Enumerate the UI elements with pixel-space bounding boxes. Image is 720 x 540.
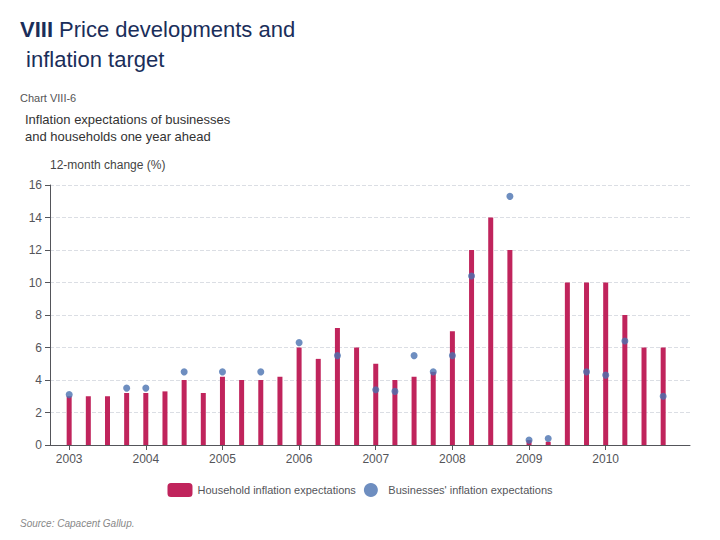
svg-text:Businesses' inflation expectat: Businesses' inflation expectations: [388, 484, 553, 496]
svg-text:2010: 2010: [592, 452, 619, 466]
svg-text:2: 2: [35, 406, 42, 420]
svg-text:VIII: VIII: [20, 17, 53, 42]
svg-text:Household inflation expectatio: Household inflation expectations: [197, 484, 356, 496]
svg-text:and households one year ahead: and households one year ahead: [25, 129, 211, 144]
svg-text:2006: 2006: [286, 452, 313, 466]
svg-text:inflation target: inflation target: [20, 47, 164, 72]
svg-text:16: 16: [29, 178, 43, 192]
svg-text:2005: 2005: [209, 452, 236, 466]
svg-text:2004: 2004: [132, 452, 159, 466]
svg-text:8: 8: [35, 308, 42, 322]
svg-text:14: 14: [29, 211, 43, 225]
svg-text:0: 0: [35, 438, 42, 452]
svg-text:Inflation expectations of busi: Inflation expectations of businesses: [25, 112, 231, 127]
svg-text:Source: Capacent Gallup.: Source: Capacent Gallup.: [20, 518, 135, 529]
svg-text:10: 10: [29, 276, 43, 290]
svg-text:2007: 2007: [362, 452, 389, 466]
svg-text:Price developments and: Price developments and: [53, 17, 295, 42]
svg-text:Chart VIII-6: Chart VIII-6: [20, 92, 76, 104]
svg-text:2009: 2009: [516, 452, 543, 466]
svg-text:12-month change (%): 12-month change (%): [50, 158, 165, 172]
svg-text:12: 12: [29, 243, 43, 257]
svg-text:2003: 2003: [56, 452, 83, 466]
svg-text:4: 4: [35, 373, 42, 387]
svg-text:6: 6: [35, 341, 42, 355]
svg-text:2008: 2008: [439, 452, 466, 466]
